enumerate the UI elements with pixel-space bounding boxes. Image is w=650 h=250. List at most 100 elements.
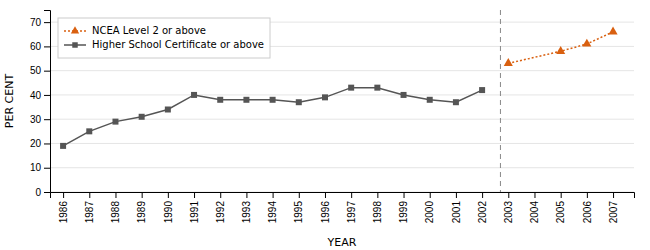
x-tick-label: 1988: [110, 201, 121, 224]
y-axis-line: [44, 11, 51, 193]
x-tick-mark: [482, 192, 483, 198]
x-tick-mark: [220, 192, 221, 198]
x-axis-line: [51, 193, 635, 199]
y-tick-mark: [44, 143, 50, 144]
x-tick-mark: [561, 192, 562, 198]
series-marker: [60, 143, 66, 149]
x-tick-mark: [587, 192, 588, 198]
x-tick-label: 2004: [529, 201, 540, 224]
x-tick: 1999: [398, 192, 409, 223]
y-tick-mark: [44, 22, 50, 23]
y-tick-label: 20: [30, 138, 42, 149]
y-tick: 0: [35, 187, 50, 198]
x-tick-label: 1993: [241, 201, 252, 224]
series-line: [63, 88, 482, 146]
x-tick-mark: [168, 192, 169, 198]
x-tick-mark: [508, 192, 509, 198]
series-marker: [270, 97, 276, 103]
x-tick-mark: [377, 192, 378, 198]
grid: [50, 22, 634, 192]
x-tick: 1996: [320, 192, 331, 223]
series-marker: [608, 27, 617, 35]
reference-line: [500, 10, 501, 192]
x-tick-label: 1987: [84, 201, 95, 224]
x-tick: 1990: [163, 192, 174, 223]
chart: 1986 1987 1988 1989 1990 1991 1992 1993 1994 1995…: [0, 0, 650, 250]
legend-swatch-marker: [71, 26, 79, 33]
y-tick: 60: [30, 41, 50, 52]
series-marker: [427, 97, 433, 103]
y-tick-label: 30: [30, 114, 42, 125]
y-tick: 40: [30, 90, 50, 101]
x-tick: 1993: [241, 192, 252, 223]
series-marker: [243, 97, 249, 103]
x-tick-mark: [194, 192, 195, 198]
x-tick-mark: [115, 192, 116, 198]
x-tick-label: 1991: [189, 201, 200, 224]
x-tick-mark: [613, 192, 614, 198]
series-marker: [582, 39, 591, 47]
x-tick-mark: [534, 192, 535, 198]
y-tick-mark: [44, 119, 50, 120]
x-tick-label: 1999: [398, 201, 409, 224]
x-tick-mark: [63, 192, 64, 198]
series-marker: [139, 114, 145, 120]
x-tick-mark: [404, 192, 405, 198]
x-tick-label: 1986: [58, 201, 69, 224]
y-tick-mark: [44, 192, 50, 193]
x-tick: 2001: [451, 192, 462, 223]
y-tick-label: 40: [30, 90, 42, 101]
x-tick-label: 1997: [346, 201, 357, 224]
y-tick-mark: [44, 71, 50, 72]
series-marker: [479, 87, 485, 93]
y-grid-line: [50, 143, 634, 144]
plot: 1986 1987 1988 1989 1990 1991 1992 1993 1994 1995…: [30, 10, 635, 223]
series-marker: [453, 99, 459, 105]
y-grid-line: [50, 167, 634, 168]
x-tick-mark: [246, 192, 247, 198]
y-tick-label: 0: [35, 187, 41, 198]
x-tick-mark: [351, 192, 352, 198]
x-tick-mark: [430, 192, 431, 198]
y-grid-line: [50, 94, 634, 95]
x-tick: 1997: [346, 192, 357, 223]
series-marker: [504, 58, 513, 66]
x-tick-label: 1989: [136, 201, 147, 224]
y-tick: 50: [30, 65, 50, 76]
x-tick-mark: [89, 192, 90, 198]
x-tick: 1989: [136, 192, 147, 223]
x-tick-label: 2007: [608, 201, 619, 224]
x-tick: 2005: [555, 192, 566, 223]
x-axis: 1986 1987 1988 1989 1990 1991 1992 1993 1994 1995…: [51, 192, 635, 223]
series-marker: [191, 92, 197, 98]
y-tick-label: 10: [30, 162, 42, 173]
y-tick-label: 70: [30, 17, 42, 28]
series-marker: [217, 97, 223, 103]
x-tick: 1994: [267, 192, 278, 223]
y-grid-line: [50, 70, 634, 71]
x-tick: 2004: [529, 192, 540, 223]
y-axis: 0 10 20 30 40 50 60 70: [30, 11, 51, 198]
x-tick-label: 2006: [582, 201, 593, 224]
y-tick-label: 60: [30, 41, 42, 52]
x-tick: 1992: [215, 192, 226, 223]
x-tick-label: 2005: [555, 201, 566, 224]
x-tick-label: 1990: [163, 201, 174, 224]
y-tick-mark: [44, 95, 50, 96]
x-tick: 1988: [110, 192, 121, 223]
x-tick-label: 1995: [293, 201, 304, 224]
x-tick-label: 2003: [503, 201, 514, 224]
series-marker: [401, 92, 407, 98]
y-tick: 10: [30, 162, 50, 173]
x-tick: 1987: [84, 192, 95, 223]
series-marker: [556, 46, 565, 54]
x-tick: 2003: [503, 192, 514, 223]
y-axis-title: PER CENT: [3, 74, 16, 129]
x-tick-label: 2000: [424, 201, 435, 224]
y-grid-line: [50, 119, 634, 120]
x-tick: 2007: [608, 192, 619, 223]
x-tick: 1986: [58, 192, 69, 223]
x-tick-mark: [325, 192, 326, 198]
x-tick: 1995: [293, 192, 304, 223]
x-tick-label: 1996: [320, 201, 331, 224]
